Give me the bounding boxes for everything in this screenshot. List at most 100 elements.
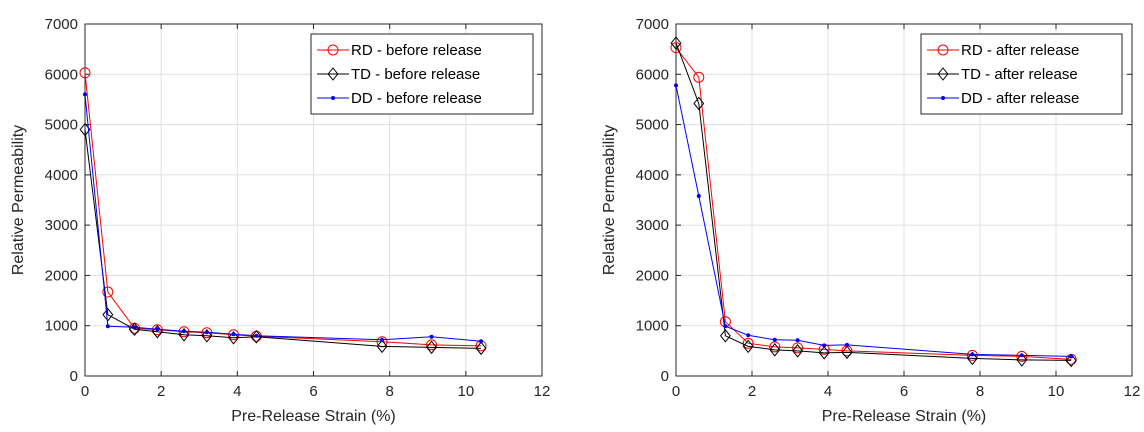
data-point [228, 330, 239, 345]
data-point [723, 324, 728, 329]
y-tick-label: 0 [70, 368, 78, 385]
data-point [254, 333, 259, 338]
legend-marker [937, 44, 949, 56]
legend-marker [937, 67, 949, 81]
legend-entry: TD - before release [317, 66, 480, 83]
data-point [231, 332, 236, 337]
data-point [380, 337, 385, 342]
legend-label: DD - before release [351, 90, 482, 107]
y-tick-label: 7000 [45, 16, 78, 33]
y-tick-label: 0 [661, 368, 669, 385]
legend-label: RD - after release [961, 42, 1079, 59]
y-tick-label: 7000 [636, 16, 669, 33]
legend-label: TD - after release [961, 66, 1078, 83]
data-point [822, 343, 827, 348]
data-point [376, 339, 388, 354]
x-tick-label: 6 [309, 383, 317, 400]
data-point [742, 337, 754, 349]
data-point [102, 286, 114, 298]
legend: RD - after release TD - after release DD -… [920, 33, 1123, 115]
chart-panel-2: 0 2 4 6 8 10 12 0 1000 2000 3000 4000 5000 6000 7000 Pr… [601, 16, 1140, 425]
series-3 [674, 83, 1074, 359]
data-point [132, 325, 137, 330]
data-point [182, 329, 187, 334]
x-tick-label: 10 [457, 383, 474, 400]
data-point [475, 341, 487, 356]
y-tick-label: 3000 [636, 217, 669, 234]
legend-entry: DD - after release [927, 90, 1079, 107]
x-tick-label: 6 [900, 383, 908, 400]
x-tick-label: 12 [534, 383, 551, 400]
y-tick-label: 1000 [636, 318, 669, 335]
y-axis-label: Relative Permeability [10, 125, 27, 275]
data-point [719, 328, 731, 343]
chart-panel-1: 0 2 4 6 8 10 12 0 1000 2000 3000 4000 5000 6000 7000 Pr… [10, 16, 550, 425]
data-point [79, 67, 91, 79]
y-tick-label: 1000 [45, 318, 78, 335]
legend-entry: TD - after release [927, 66, 1078, 83]
x-tick-label: 4 [233, 383, 241, 400]
x-tick-label: 0 [81, 383, 89, 400]
data-point [1019, 353, 1024, 358]
data-point [792, 344, 804, 358]
series-2 [670, 36, 1077, 368]
data-point [426, 340, 437, 355]
data-point [693, 96, 705, 111]
data-point [769, 343, 781, 357]
data-point [250, 329, 262, 344]
data-point [201, 328, 213, 343]
series-line [675, 47, 1072, 360]
y-tick-label: 4000 [636, 167, 669, 184]
series-line [84, 129, 482, 349]
data-point [792, 342, 804, 354]
series-3 [83, 92, 484, 344]
x-axis-label: Pre-Release Strain (%) [822, 408, 987, 425]
x-tick-label: 2 [157, 383, 165, 400]
data-point [1016, 350, 1028, 362]
data-point [818, 346, 830, 360]
x-tick-label: 8 [976, 383, 984, 400]
legend-entry: DD - before release [317, 90, 482, 107]
data-point [693, 71, 705, 83]
y-tick-label: 3000 [45, 217, 78, 234]
y-tick-label: 6000 [45, 66, 78, 83]
legend-entry: RD - before release [317, 42, 482, 59]
data-point [845, 342, 849, 347]
data-point [178, 327, 190, 342]
data-point [966, 351, 978, 366]
data-point [429, 334, 434, 339]
data-point [795, 338, 800, 343]
data-point [670, 42, 682, 54]
data-point [1069, 354, 1074, 359]
x-tick-label: 4 [824, 383, 832, 400]
data-point [769, 341, 781, 353]
x-axis-label: Pre-Release Strain (%) [231, 408, 396, 425]
y-axis-label: Relative Permeability [601, 125, 618, 275]
data-point [426, 339, 438, 351]
legend-marker [327, 44, 339, 56]
legend-marker [331, 96, 335, 100]
data-point [841, 345, 853, 360]
legend: RD - before release TD - before release DD… [310, 33, 534, 115]
data-point [1016, 353, 1028, 367]
legend-marker [941, 96, 945, 100]
y-tick-label: 2000 [45, 267, 78, 284]
data-point [970, 352, 975, 357]
data-point [204, 330, 209, 335]
x-tick-label: 8 [385, 383, 393, 400]
data-point [696, 193, 701, 198]
legend-label: RD - before release [351, 42, 482, 59]
data-point [83, 92, 87, 97]
series-line [675, 42, 1072, 361]
data-point [105, 324, 110, 329]
y-tick-label: 4000 [45, 167, 78, 184]
y-tick-label: 2000 [636, 267, 669, 284]
data-point [772, 337, 777, 342]
x-tick-label: 2 [748, 383, 756, 400]
legend-entry: RD - after release [927, 42, 1079, 59]
x-tick-label: 12 [1124, 383, 1141, 400]
y-tick-label: 6000 [636, 66, 669, 83]
legend-marker [327, 67, 339, 81]
data-point [479, 339, 484, 344]
data-point [155, 327, 160, 332]
